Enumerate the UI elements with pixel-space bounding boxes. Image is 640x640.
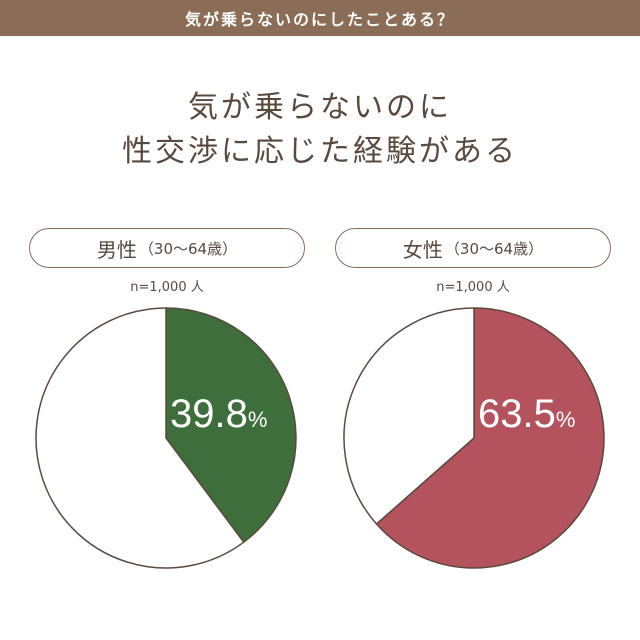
- header-title: 気が乗らないのにしたことある？: [184, 10, 455, 29]
- male-percentage: 39.8%: [170, 392, 267, 437]
- male-percentage-unit: %: [247, 407, 268, 432]
- male-pie-chart: 39.8%: [34, 306, 298, 570]
- female-label: 女性: [402, 237, 443, 262]
- header-bar: 気が乗らないのにしたことある？: [0, 0, 640, 36]
- female-pie-chart: 63.5%: [342, 306, 606, 570]
- male-sample-size: n=1,000 人: [130, 280, 204, 295]
- male-group-label: 男性 （30〜64歳）: [29, 228, 305, 268]
- female-group-label: 女性 （30〜64歳）: [335, 228, 611, 268]
- female-pie-slice-rest: [343, 307, 475, 525]
- female-percentage: 63.5%: [478, 392, 575, 437]
- female-percentage-unit: %: [555, 407, 576, 432]
- headline: 気が乗らないのに 性交渉に応じた経験がある: [0, 86, 640, 174]
- female-pie-slice-yes: [375, 307, 605, 569]
- male-percentage-value: 39.8: [170, 392, 248, 436]
- female-age-range: （30〜64歳）: [444, 239, 544, 258]
- male-pie-slice-yes: [165, 307, 297, 543]
- male-pie-svg: [35, 307, 297, 569]
- headline-line1: 気が乗らないのに: [188, 90, 452, 125]
- male-pie-slice-rest: [35, 307, 245, 569]
- female-percentage-value: 63.5: [478, 392, 556, 436]
- female-sample-size: n=1,000 人: [436, 280, 510, 295]
- female-pie-svg: [343, 307, 605, 569]
- male-age-range: （30〜64歳）: [138, 239, 238, 258]
- male-label: 男性: [96, 237, 137, 262]
- headline-line2: 性交渉に応じた経験がある: [122, 134, 518, 169]
